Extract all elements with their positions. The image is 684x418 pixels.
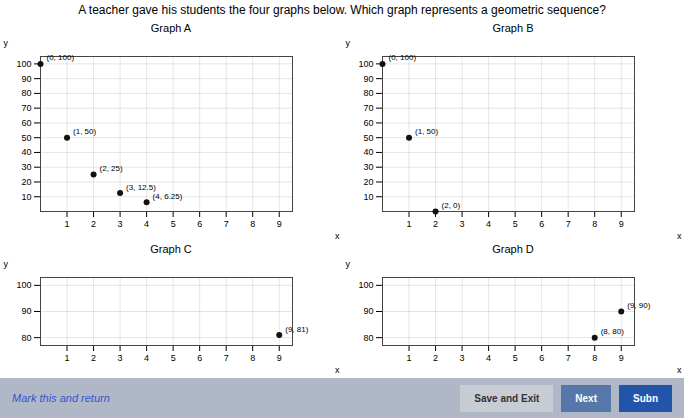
svg-text:50: 50 <box>21 133 31 143</box>
svg-text:10: 10 <box>21 192 31 202</box>
html-text:Graph C: Graph C <box>150 243 192 255</box>
svg-text:3: 3 <box>118 219 123 229</box>
svg-text:6: 6 <box>539 353 544 363</box>
svg-text:20: 20 <box>21 177 31 187</box>
svg-text:90: 90 <box>21 74 31 84</box>
svg-text:80: 80 <box>363 333 373 343</box>
svg-text:(1, 50): (1, 50) <box>73 127 96 136</box>
svg-text:60: 60 <box>21 118 31 128</box>
svg-text:6: 6 <box>539 219 544 229</box>
svg-text:8: 8 <box>250 219 255 229</box>
svg-text:1: 1 <box>407 219 412 229</box>
svg-text:1: 1 <box>407 353 412 363</box>
svg-text:2: 2 <box>433 219 438 229</box>
svg-text:100: 100 <box>16 59 31 69</box>
svg-text:y: y <box>346 38 351 48</box>
svg-text:(0, 100): (0, 100) <box>47 53 75 62</box>
svg-text:(9, 90): (9, 90) <box>627 301 650 310</box>
svg-text:4: 4 <box>486 353 491 363</box>
svg-text:90: 90 <box>363 74 373 84</box>
html-text:Graph A: Graph A <box>150 22 192 34</box>
svg-text:x: x <box>677 365 682 375</box>
svg-text:50: 50 <box>363 133 373 143</box>
html-text:Next: Next <box>575 392 597 404</box>
svg-text:x: x <box>335 231 340 241</box>
svg-text:80: 80 <box>21 88 31 98</box>
svg-text:(2, 0): (2, 0) <box>442 201 461 210</box>
svg-text:3: 3 <box>118 353 123 363</box>
svg-text:x: x <box>677 231 682 241</box>
svg-text:8: 8 <box>592 353 597 363</box>
svg-text:5: 5 <box>171 219 176 229</box>
svg-text:y: y <box>4 38 9 48</box>
svg-text:8: 8 <box>250 353 255 363</box>
svg-text:7: 7 <box>566 353 571 363</box>
svg-text:9: 9 <box>277 219 282 229</box>
svg-text:(4, 6.25): (4, 6.25) <box>153 192 183 201</box>
svg-text:9: 9 <box>619 353 624 363</box>
svg-text:100: 100 <box>16 280 31 290</box>
svg-text:(0, 100): (0, 100) <box>389 53 417 62</box>
svg-text:y: y <box>346 259 351 269</box>
html-text:Save and Exit: Save and Exit <box>474 392 540 404</box>
svg-text:(2, 25): (2, 25) <box>100 164 123 173</box>
html-text:Graph D: Graph D <box>492 243 534 255</box>
svg-text:5: 5 <box>513 353 518 363</box>
svg-text:(3, 12.5): (3, 12.5) <box>126 183 156 192</box>
svg-text:(8, 80): (8, 80) <box>601 327 624 336</box>
svg-text:4: 4 <box>144 353 149 363</box>
svg-text:6: 6 <box>197 353 202 363</box>
svg-text:2: 2 <box>433 353 438 363</box>
html-text:Graph B: Graph B <box>492 22 534 34</box>
svg-text:x: x <box>335 365 340 375</box>
svg-text:y: y <box>4 259 9 269</box>
svg-text:90: 90 <box>363 306 373 316</box>
svg-text:80: 80 <box>21 333 31 343</box>
svg-text:4: 4 <box>486 219 491 229</box>
svg-text:90: 90 <box>21 306 31 316</box>
html-text:Subn: Subn <box>633 392 658 404</box>
svg-text:(1, 50): (1, 50) <box>415 127 438 136</box>
svg-text:100: 100 <box>358 59 373 69</box>
svg-text:20: 20 <box>363 177 373 187</box>
svg-text:100: 100 <box>358 280 373 290</box>
svg-text:10: 10 <box>363 192 373 202</box>
svg-text:9: 9 <box>619 219 624 229</box>
html-text:Mark this and return: Mark this and return <box>12 392 110 404</box>
svg-text:70: 70 <box>21 103 31 113</box>
svg-text:5: 5 <box>513 219 518 229</box>
svg-text:70: 70 <box>363 103 373 113</box>
html-text:A teacher gave his students th: A teacher gave his students the four gra… <box>78 3 606 17</box>
svg-text:3: 3 <box>460 219 465 229</box>
svg-text:8: 8 <box>592 219 597 229</box>
svg-text:80: 80 <box>363 88 373 98</box>
svg-text:7: 7 <box>224 219 229 229</box>
svg-text:2: 2 <box>91 353 96 363</box>
svg-text:(9, 81): (9, 81) <box>285 325 308 334</box>
svg-text:5: 5 <box>171 353 176 363</box>
svg-text:40: 40 <box>21 147 31 157</box>
svg-text:30: 30 <box>21 162 31 172</box>
svg-text:4: 4 <box>144 219 149 229</box>
svg-text:1: 1 <box>65 219 70 229</box>
svg-text:30: 30 <box>363 162 373 172</box>
svg-text:2: 2 <box>91 219 96 229</box>
svg-text:9: 9 <box>277 353 282 363</box>
svg-text:6: 6 <box>197 219 202 229</box>
svg-text:1: 1 <box>65 353 70 363</box>
svg-text:40: 40 <box>363 147 373 157</box>
svg-text:7: 7 <box>224 353 229 363</box>
svg-text:60: 60 <box>363 118 373 128</box>
svg-text:7: 7 <box>566 219 571 229</box>
svg-text:3: 3 <box>460 353 465 363</box>
